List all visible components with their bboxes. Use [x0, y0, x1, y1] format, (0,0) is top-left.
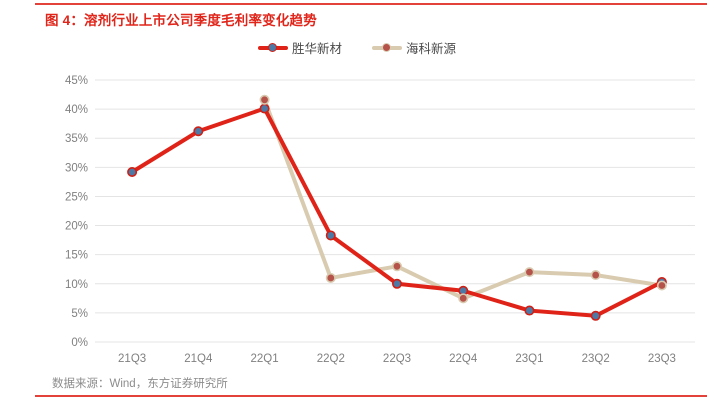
- data-point-shenghua: [325, 230, 336, 241]
- data-point-shenghua: [391, 278, 402, 289]
- y-tick-label: 25%: [65, 191, 88, 203]
- figure-title: 图 4：溶剂行业上市公司季度毛利率变化趋势: [45, 13, 317, 28]
- legend-item-shenghua: 胜华新材: [257, 38, 342, 57]
- y-tick-label: 20%: [65, 221, 88, 233]
- x-tick-label: 23Q2: [582, 353, 610, 365]
- bottom-rule: [35, 395, 707, 397]
- data-point-haike: [458, 293, 469, 304]
- data-point-shenghua: [127, 166, 138, 177]
- shenghua-line-marker-icon: [257, 42, 288, 53]
- y-tick-label: 30%: [65, 162, 88, 174]
- x-tick-label: 21Q3: [118, 353, 146, 365]
- y-tick-label: 40%: [65, 104, 88, 116]
- data-point-haike: [325, 272, 336, 283]
- data-point-shenghua: [259, 103, 270, 114]
- series-line-haike: [262, 97, 664, 301]
- x-tick-label: 22Q1: [250, 353, 278, 365]
- data-point-shenghua: [590, 310, 601, 321]
- data-point-haike: [590, 270, 601, 281]
- source-note: 数据来源：Wind，东方证券研究所: [52, 378, 228, 390]
- haike-line-marker-icon: [372, 42, 402, 53]
- chart-legend: 胜华新材 海科新源: [0, 38, 714, 57]
- y-tick-label: 15%: [65, 250, 88, 262]
- x-tick-label: 21Q4: [184, 353, 213, 365]
- x-tick-label: 23Q1: [515, 353, 543, 365]
- y-tick-label: 0%: [71, 337, 88, 349]
- x-tick-label: 22Q4: [449, 353, 478, 365]
- legend-item-haike: 海科新源: [372, 38, 456, 57]
- legend-label-shenghua: 胜华新材: [291, 42, 342, 56]
- y-tick-label: 35%: [65, 133, 88, 145]
- x-tick-label: 22Q2: [317, 353, 345, 365]
- data-point-haike: [391, 261, 402, 272]
- top-rule: [35, 3, 707, 5]
- data-point-shenghua: [524, 305, 535, 316]
- data-point-shenghua: [193, 126, 204, 137]
- y-tick-label: 45%: [65, 75, 88, 87]
- x-tick-label: 22Q3: [383, 353, 411, 365]
- data-point-haike: [656, 280, 667, 291]
- x-tick-label: 23Q3: [648, 353, 676, 365]
- legend-label-haike: 海科新源: [406, 42, 457, 56]
- data-point-haike: [259, 94, 270, 105]
- y-tick-label: 10%: [65, 279, 88, 291]
- y-tick-label: 5%: [71, 308, 88, 320]
- data-point-haike: [524, 267, 535, 278]
